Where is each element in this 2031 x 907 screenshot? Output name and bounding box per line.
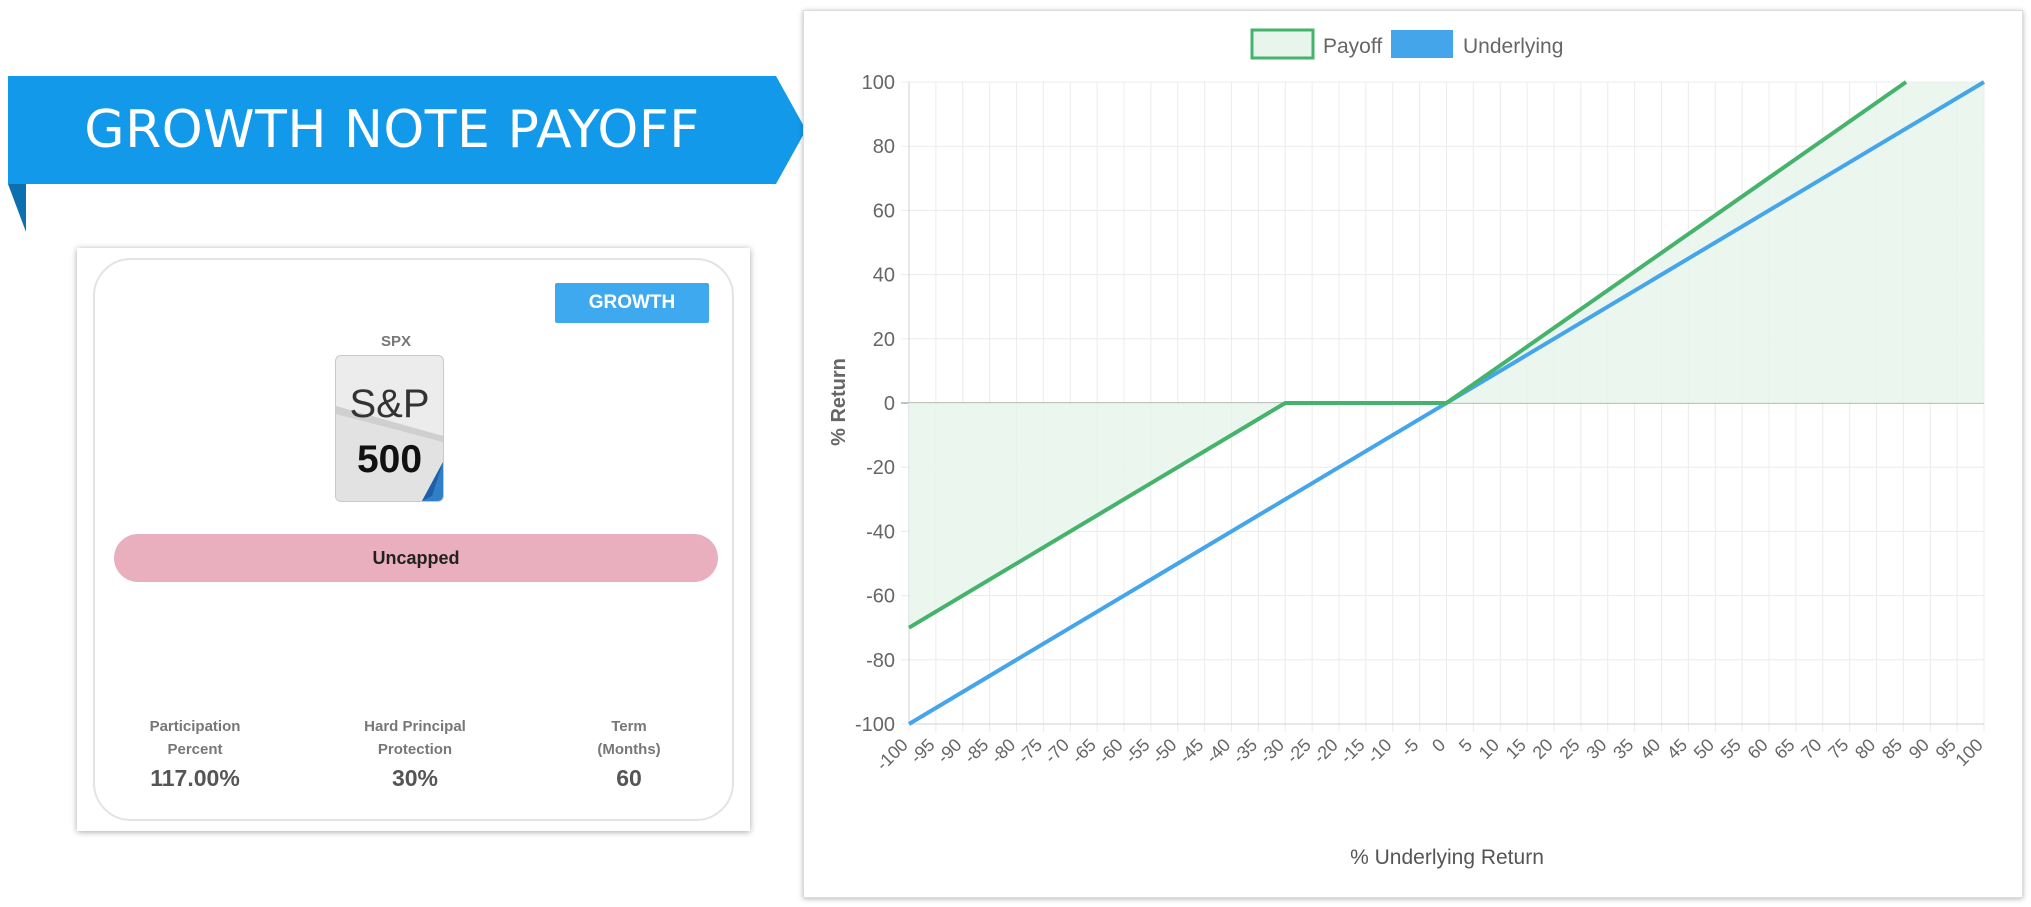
x-tick-label: 75 — [1824, 735, 1852, 763]
participation-value: 117.00% — [150, 765, 240, 791]
term-label-line1: Term — [611, 718, 647, 735]
participation-label-line2: Percent — [167, 741, 223, 758]
ticker-label: SPX — [380, 333, 411, 350]
x-tick-label: -5 — [1397, 735, 1422, 760]
sp500-logo: S&P 500 — [335, 355, 444, 502]
term-value: 60 — [616, 765, 642, 791]
logo-text: S&P — [349, 382, 430, 426]
underlying-legend-label: Underlying — [1463, 35, 1563, 58]
x-tick-label: 15 — [1502, 735, 1530, 763]
banner-ribbon — [8, 76, 806, 232]
banner-shape — [8, 76, 806, 184]
x-tick-label: 5 — [1455, 735, 1476, 756]
x-tick-label: 40 — [1636, 735, 1664, 763]
x-tick-label: 10 — [1475, 735, 1503, 763]
growth-badge[interactable]: GROWTH — [555, 283, 709, 323]
x-tick-label: 25 — [1555, 735, 1583, 763]
x-tick-label: 45 — [1663, 735, 1691, 763]
x-tick-label: -10 — [1363, 735, 1396, 768]
x-tick-labels: -100-95-90-85-80-75-70-65-60-55-50-45-40… — [872, 735, 1987, 775]
y-tick-label: 100 — [862, 72, 895, 94]
x-tick-label: -100 — [872, 735, 912, 775]
y-tick-label: -100 — [855, 714, 895, 736]
y-tick-label: 80 — [873, 136, 895, 158]
x-tick-label: 65 — [1770, 735, 1798, 763]
payoff-legend-label: Payoff — [1323, 35, 1382, 58]
y-tick-label: -20 — [866, 457, 895, 479]
payoff-line — [907, 80, 1908, 630]
banner-title: GROWTH NOTE PAYOFF — [84, 100, 700, 160]
cap-status-pill: Uncapped — [114, 534, 718, 582]
x-tick-label: 90 — [1905, 735, 1933, 763]
x-tick-label: 60 — [1744, 735, 1772, 763]
payoff-area — [909, 82, 1984, 628]
series-lines — [907, 80, 1986, 726]
y-tick-label: 20 — [873, 329, 895, 351]
x-tick-label: 0 — [1428, 735, 1449, 756]
y-axis-title: % Return — [828, 358, 850, 446]
y-tick-label: 60 — [873, 200, 895, 222]
x-tick-label: 35 — [1609, 735, 1637, 763]
protection-value: 30% — [391, 765, 439, 791]
page-curl-icon — [336, 406, 443, 501]
y-tick-label: -60 — [866, 586, 895, 608]
legend[interactable]: Payoff Underlying — [1250, 28, 1563, 60]
payoff-legend-swatch — [1250, 28, 1315, 60]
logo-number: 500 — [356, 438, 423, 481]
protection-stat: Hard Principal Protection 30% — [315, 715, 515, 791]
y-tick-label: 0 — [884, 393, 895, 415]
underlying-legend-swatch — [1391, 30, 1453, 58]
y-tick-labels: 100 80 60 40 20 0 -20 -40 -60 -80 -100 — [855, 72, 895, 736]
x-tick-label: 30 — [1582, 735, 1610, 763]
protection-label-line2: Protection — [377, 741, 453, 758]
term-label-line2: (Months) — [597, 741, 661, 758]
x-tick-label: 20 — [1529, 735, 1557, 763]
y-tick-label: -40 — [866, 521, 895, 543]
banner-fold — [8, 184, 26, 232]
participation-stat: Participation Percent 117.00% — [95, 715, 295, 791]
protection-label-line1: Hard Principal — [364, 718, 466, 735]
x-axis-title: % Underlying Return — [1350, 846, 1544, 869]
term-stat: Term (Months) 60 — [529, 715, 729, 791]
x-tick-label: 55 — [1717, 735, 1745, 763]
product-card: GROWTH SPX S&P 500 Uncapped Participatio… — [77, 248, 750, 831]
payoff-chart-panel: 100 80 60 40 20 0 -20 -40 -60 -80 -100 -100 -95 -90-… — [803, 10, 2023, 898]
product-card-body: GROWTH SPX S&P 500 Uncapped Participatio… — [93, 258, 734, 821]
x-tick-label: 100 — [1951, 735, 1986, 770]
x-tick-label: 80 — [1851, 735, 1879, 763]
payoff-fill-area — [909, 82, 1984, 628]
x-tick-label: 70 — [1797, 735, 1825, 763]
y-tick-label: -80 — [866, 650, 895, 672]
y-tick-label: 40 — [873, 265, 895, 287]
x-tick-label: 50 — [1690, 735, 1718, 763]
participation-label-line1: Participation — [149, 718, 241, 735]
x-tick-label: 85 — [1878, 735, 1906, 763]
